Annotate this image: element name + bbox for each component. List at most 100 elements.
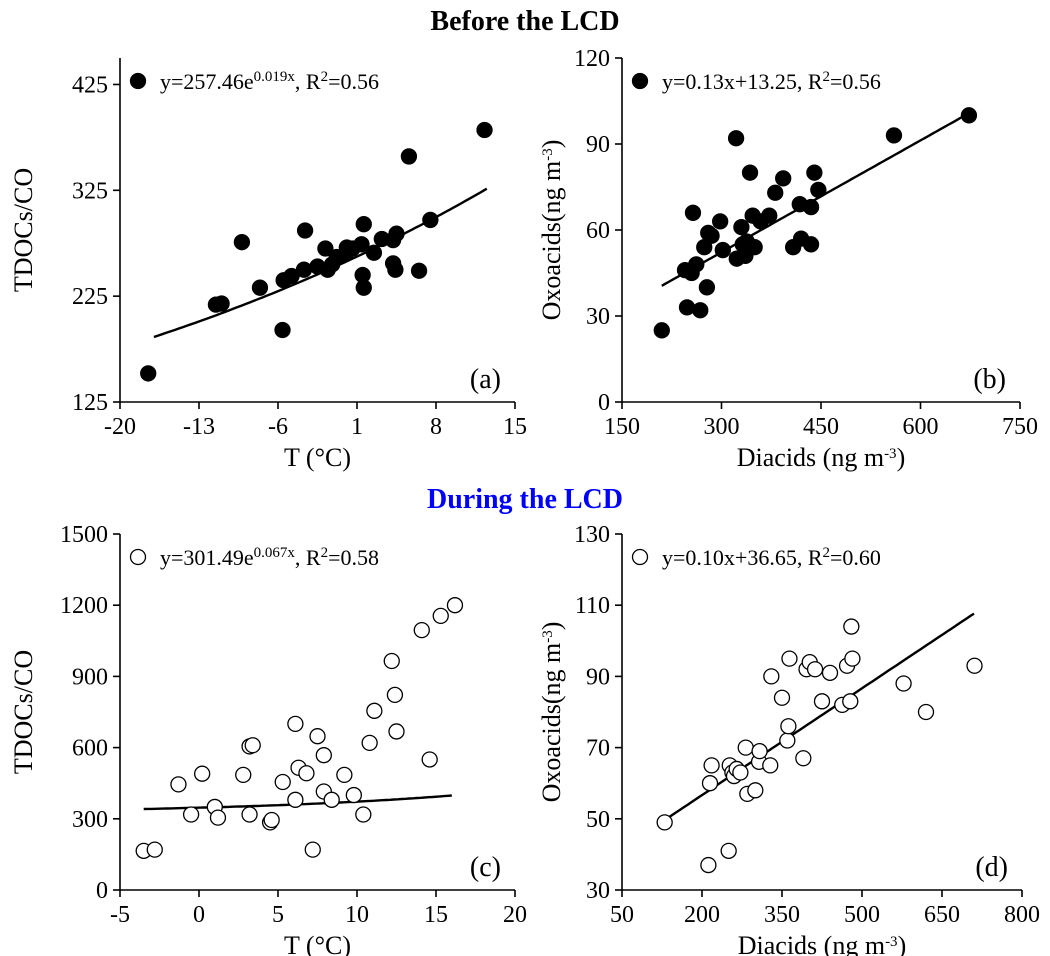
- y-axis-title: Oxoacids(ng m-3): [537, 140, 566, 321]
- panel-label: (d): [975, 852, 1008, 883]
- x-tick-label: 15: [503, 414, 527, 440]
- y-axis-title: TDOCs/CO: [9, 650, 38, 774]
- data-point: [422, 211, 439, 229]
- x-tick-label: 800: [1004, 902, 1040, 928]
- data-point: [773, 689, 791, 706]
- legend-marker: [129, 548, 147, 566]
- section-title-during: During the LCD: [426, 484, 623, 515]
- y-tick-label: 120: [574, 46, 610, 72]
- data-point: [779, 732, 796, 749]
- y-tick-label: 30: [586, 304, 610, 330]
- data-point: [296, 222, 314, 239]
- data-point: [761, 207, 778, 224]
- data-point: [413, 621, 430, 639]
- data-point: [821, 664, 839, 681]
- y-tick-label: 30: [586, 878, 610, 904]
- data-point: [700, 856, 717, 874]
- data-point: [410, 262, 428, 279]
- data-point: [746, 239, 763, 256]
- data-point: [194, 765, 211, 782]
- data-point: [806, 164, 823, 181]
- legend-marker: [129, 72, 147, 90]
- x-tick-label: 5: [272, 902, 284, 928]
- y-tick-label: 325: [72, 178, 108, 204]
- y-tick-label: 70: [586, 736, 610, 762]
- data-point: [701, 775, 719, 792]
- x-tick-label: 600: [903, 414, 939, 440]
- data-point: [361, 734, 378, 752]
- data-point: [146, 841, 163, 858]
- data-point: [244, 737, 261, 754]
- x-tick-label: 650: [924, 902, 960, 928]
- data-point: [213, 295, 230, 312]
- data-point: [813, 693, 831, 710]
- legend-marker: [631, 548, 649, 566]
- y-tick-label: 110: [575, 593, 610, 619]
- data-point: [182, 806, 200, 823]
- data-point: [304, 841, 321, 858]
- data-point: [365, 244, 383, 261]
- x-tick-label: -20: [104, 414, 136, 440]
- y-tick-label: 600: [72, 736, 108, 762]
- data-point: [780, 718, 797, 735]
- y-tick-label: 900: [72, 664, 108, 690]
- data-point: [298, 765, 315, 782]
- x-axis-title: Diacids (ng m-3): [738, 931, 906, 956]
- x-tick-label: 500: [844, 902, 880, 928]
- data-point: [763, 668, 780, 685]
- legend-marker: [631, 72, 649, 90]
- x-tick-label: 200: [684, 902, 720, 928]
- data-point: [802, 198, 820, 216]
- fit-equation: y=0.13x+13.25, R2=0.56: [662, 69, 881, 94]
- data-point: [843, 618, 860, 635]
- data-point: [737, 739, 754, 756]
- y-tick-label: 1200: [60, 593, 108, 619]
- y-tick-label: 425: [72, 72, 108, 98]
- data-point: [806, 661, 824, 678]
- x-tick-label: -6: [268, 414, 288, 440]
- data-point: [714, 241, 731, 259]
- data-point: [386, 686, 404, 704]
- data-point: [688, 256, 705, 273]
- x-tick-label: 10: [345, 902, 369, 928]
- data-point: [810, 181, 827, 199]
- data-point: [751, 743, 768, 760]
- data-point: [703, 757, 720, 774]
- x-tick-label: 750: [1002, 414, 1038, 440]
- data-point: [251, 279, 269, 296]
- data-point: [140, 365, 157, 382]
- data-point: [917, 703, 935, 721]
- y-tick-label: 1500: [60, 522, 108, 548]
- x-tick-label: -5: [110, 902, 130, 928]
- data-point: [775, 170, 792, 187]
- data-point: [895, 675, 912, 692]
- data-point: [767, 184, 784, 201]
- section-title-before: Before the LCD: [430, 6, 620, 37]
- data-point: [733, 218, 750, 236]
- data-point: [446, 597, 464, 614]
- data-point: [421, 751, 438, 768]
- data-point: [263, 811, 280, 829]
- x-axis-title: T (°C): [284, 931, 351, 956]
- data-point: [712, 213, 729, 230]
- data-point: [698, 279, 716, 296]
- y-tick-label: 225: [72, 284, 108, 310]
- data-point: [383, 652, 400, 670]
- data-point: [295, 261, 313, 278]
- data-point: [656, 814, 673, 831]
- x-tick-label: -13: [183, 414, 215, 440]
- data-point: [684, 204, 702, 221]
- data-point: [732, 764, 749, 781]
- data-point: [703, 227, 720, 244]
- x-tick-label: 1: [351, 414, 363, 440]
- data-point: [355, 279, 372, 296]
- y-tick-label: 300: [72, 807, 108, 833]
- data-point: [355, 806, 372, 823]
- data-point: [355, 216, 372, 233]
- y-axis-title: TDOCs/CO: [9, 168, 38, 292]
- data-point: [287, 715, 304, 733]
- data-point: [432, 607, 449, 625]
- x-tick-label: 350: [764, 902, 800, 928]
- x-tick-label: 150: [604, 414, 640, 440]
